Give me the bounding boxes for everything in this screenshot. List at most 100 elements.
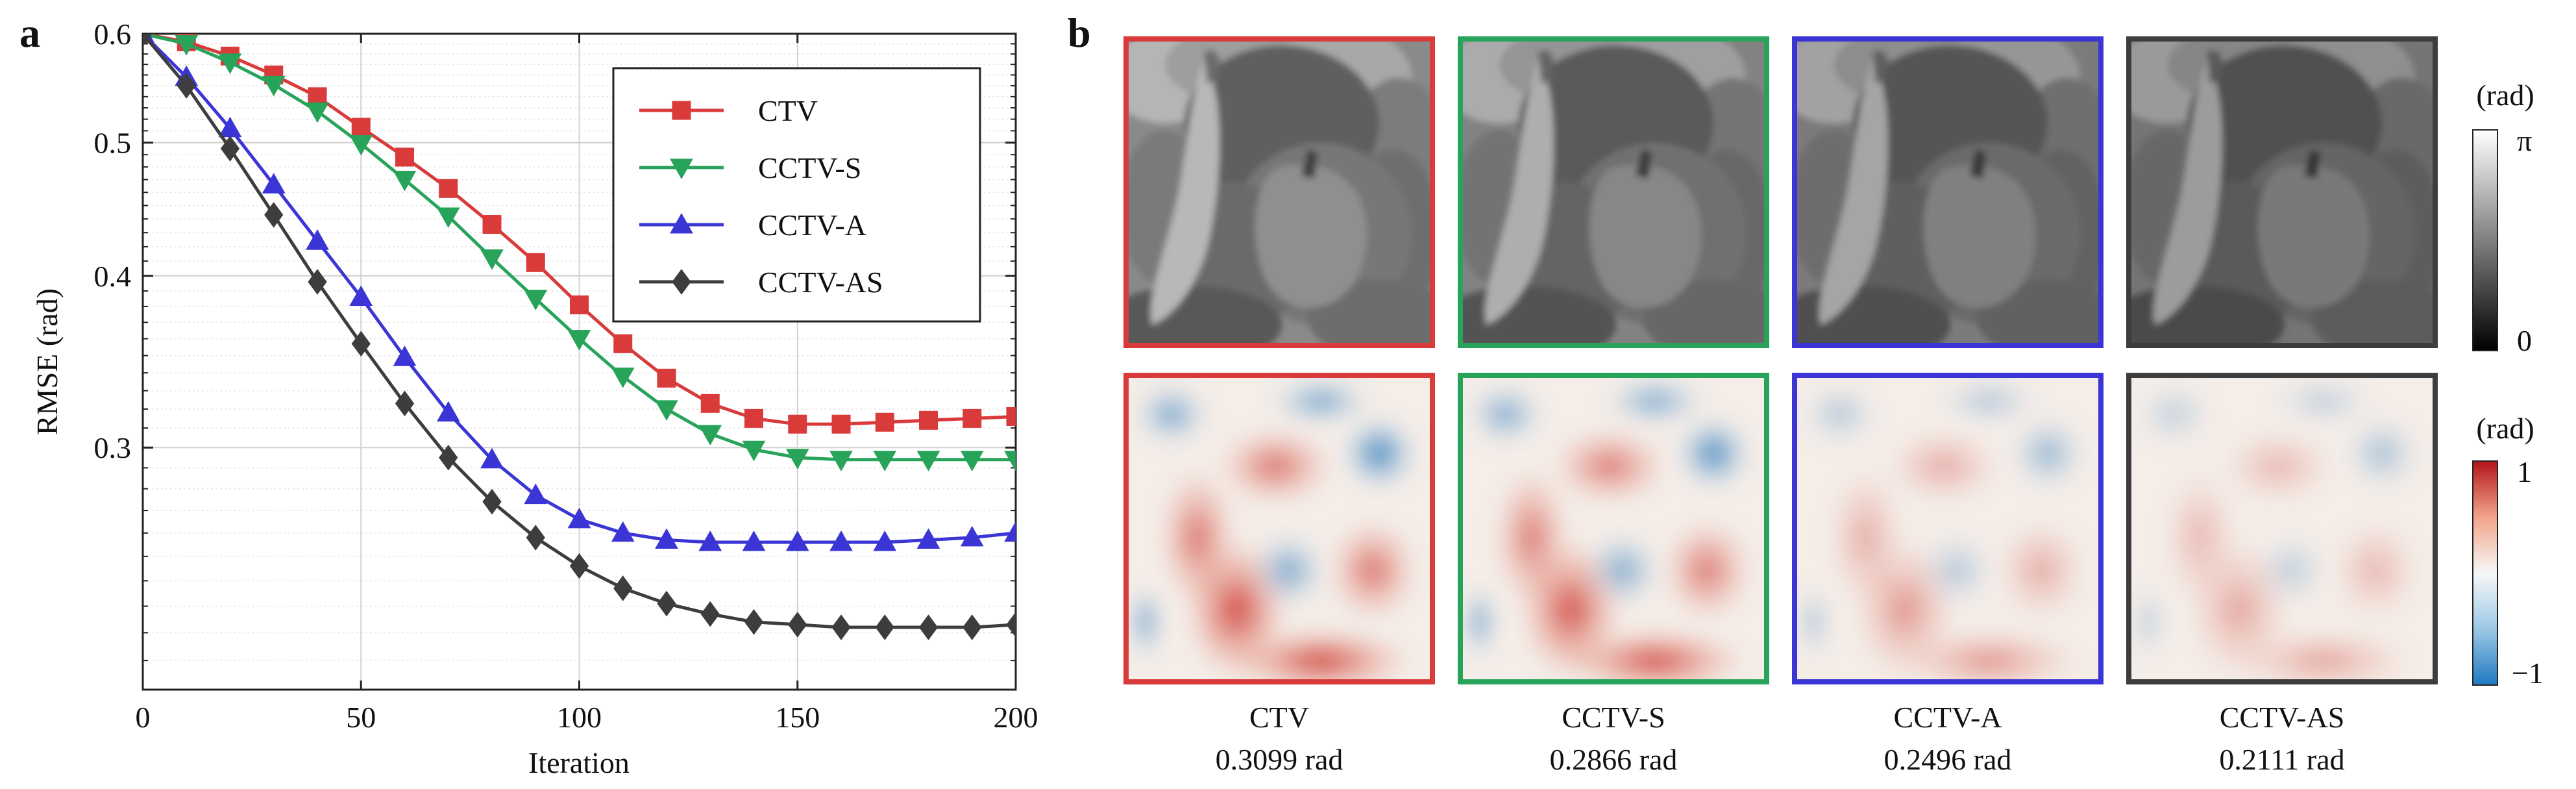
data-point-ctv [963,408,982,428]
y-tick-label: 0.4 [94,260,132,293]
data-point-cctv-s [524,290,548,310]
series-ctv [143,34,1016,434]
data-point-cctv-as [744,608,764,635]
data-point-cctv-as [918,614,938,640]
error-map-cctv-as [2126,373,2438,684]
data-point-cctv-a [960,525,984,547]
phase-image-ctv [1123,36,1435,348]
method-label-cctv-a: CCTV-A [1894,701,2002,734]
panel-label-b: b [1068,10,1091,56]
legend: CTV CCTV-S CCTV-A CCTV-AS [612,67,981,323]
data-point-cctv-as [875,614,894,640]
x-tick-label: 0 [136,701,151,734]
rmse-label-cctv-a: 0.2496 rad [1884,743,2012,776]
data-point-ctv [482,215,502,234]
data-point-cctv-as [788,612,807,638]
data-point-cctv-as [395,390,415,417]
rmse-label-cctv-as: 0.2111 rad [2219,743,2344,776]
y-tick-label: 0.6 [94,18,132,51]
phase-image-cctv-a [1792,36,2104,348]
data-point-cctv-a [916,528,940,549]
image-border-cctv-s [1458,373,1769,684]
legend-marker-cctv-s [670,158,693,180]
image-border-ctv [1123,373,1435,684]
data-point-cctv-s [567,330,591,351]
data-point-ctv [439,179,458,198]
data-point-ctv [1006,407,1016,426]
axes: 0 50 100 150 200 0.3 0.4 0.5 0.6 [94,18,1038,734]
phase-colorbar-bottom-label: 0 [2517,324,2532,357]
data-point-cctv-as [831,614,851,640]
peppers-shapes [1460,39,1767,345]
image-border-cctv-a [1792,373,2104,684]
data-point-cctv-s [829,451,853,471]
data-point-cctv-as [351,331,371,357]
data-point-cctv-a [262,173,286,194]
data-point-ctv [657,368,676,388]
panel-label-a: a [19,10,40,56]
data-point-cctv-a [349,285,373,307]
data-point-cctv-a [567,507,591,529]
data-point-cctv-s [306,102,329,123]
data-point-ctv [395,147,414,167]
data-point-ctv [570,295,589,315]
data-point-cctv-s [480,249,504,270]
method-label-ctv: CTV [1249,701,1309,734]
legend-label-cctv-as: CCTV-AS [758,266,883,299]
method-label-cctv-as: CCTV-AS [2220,701,2345,734]
data-point-cctv-as [963,614,982,640]
image-border-cctv-s [1458,36,1769,348]
image-border-cctv-as [2126,36,2438,348]
data-point-cctv-as [569,553,589,579]
x-tick-label: 100 [557,701,602,734]
data-point-cctv-a [1004,521,1016,542]
data-point-cctv-as [177,73,196,99]
legend-label-ctv: CTV [758,94,818,127]
data-point-ctv [700,394,720,413]
y-tick-label: 0.5 [94,127,132,160]
data-point-cctv-as [1006,612,1016,638]
data-point-cctv-s [916,451,940,471]
data-point-cctv-s [175,34,199,56]
image-grid: CTV 0.3099 rad CCTV-S 0.2866 rad CCTV-A 0.249… [1123,36,2438,776]
phase-colorbar-top-label: π [2517,124,2532,157]
x-tick-label: 150 [775,701,820,734]
error-colorbar-bottom-label: −1 [2512,657,2544,690]
method-label-cctv-s: CCTV-S [1562,701,1665,734]
data-point-cctv-s [262,75,286,97]
phase-colorbar: (rad) π 0 [2472,79,2534,357]
legend-label-cctv-s: CCTV-S [758,151,861,184]
data-point-ctv [919,410,938,430]
data-point-cctv-a [742,531,766,551]
data-point-cctv-as [700,601,720,627]
data-point-cctv-as [264,202,284,228]
y-axis-label: RMSE (rad) [31,288,64,435]
error-colorbar-gradient [2472,460,2498,686]
data-point-cctv-a [655,528,678,549]
data-point-cctv-as [439,444,458,471]
error-map-cctv-s [1458,373,1769,684]
error-map-cctv-a [1792,373,2104,684]
data-point-cctv-s [349,134,373,156]
data-point-cctv-as [308,269,327,295]
data-point-cctv-a [873,531,897,551]
data-point-cctv-s [611,368,635,388]
data-point-ctv [526,253,545,272]
x-axis-label: Iteration [528,746,630,779]
data-point-ctv [875,412,894,432]
legend-marker-cctv-as [672,269,691,295]
error-colorbar-unit: (rad) [2476,412,2534,445]
data-point-cctv-a [480,447,504,469]
error-patches [1795,375,2087,682]
data-point-cctv-as [482,488,502,515]
series-cctv-a [143,34,1016,551]
series-cctv-s [143,34,1016,471]
data-point-cctv-a [829,531,853,551]
data-point-cctv-a [785,531,809,551]
data-point-cctv-a [393,345,417,366]
legend-label-cctv-a: CCTV-A [758,208,866,242]
data-point-cctv-a [698,531,722,551]
data-point-cctv-a [306,229,329,250]
error-map-ctv [1123,373,1435,684]
